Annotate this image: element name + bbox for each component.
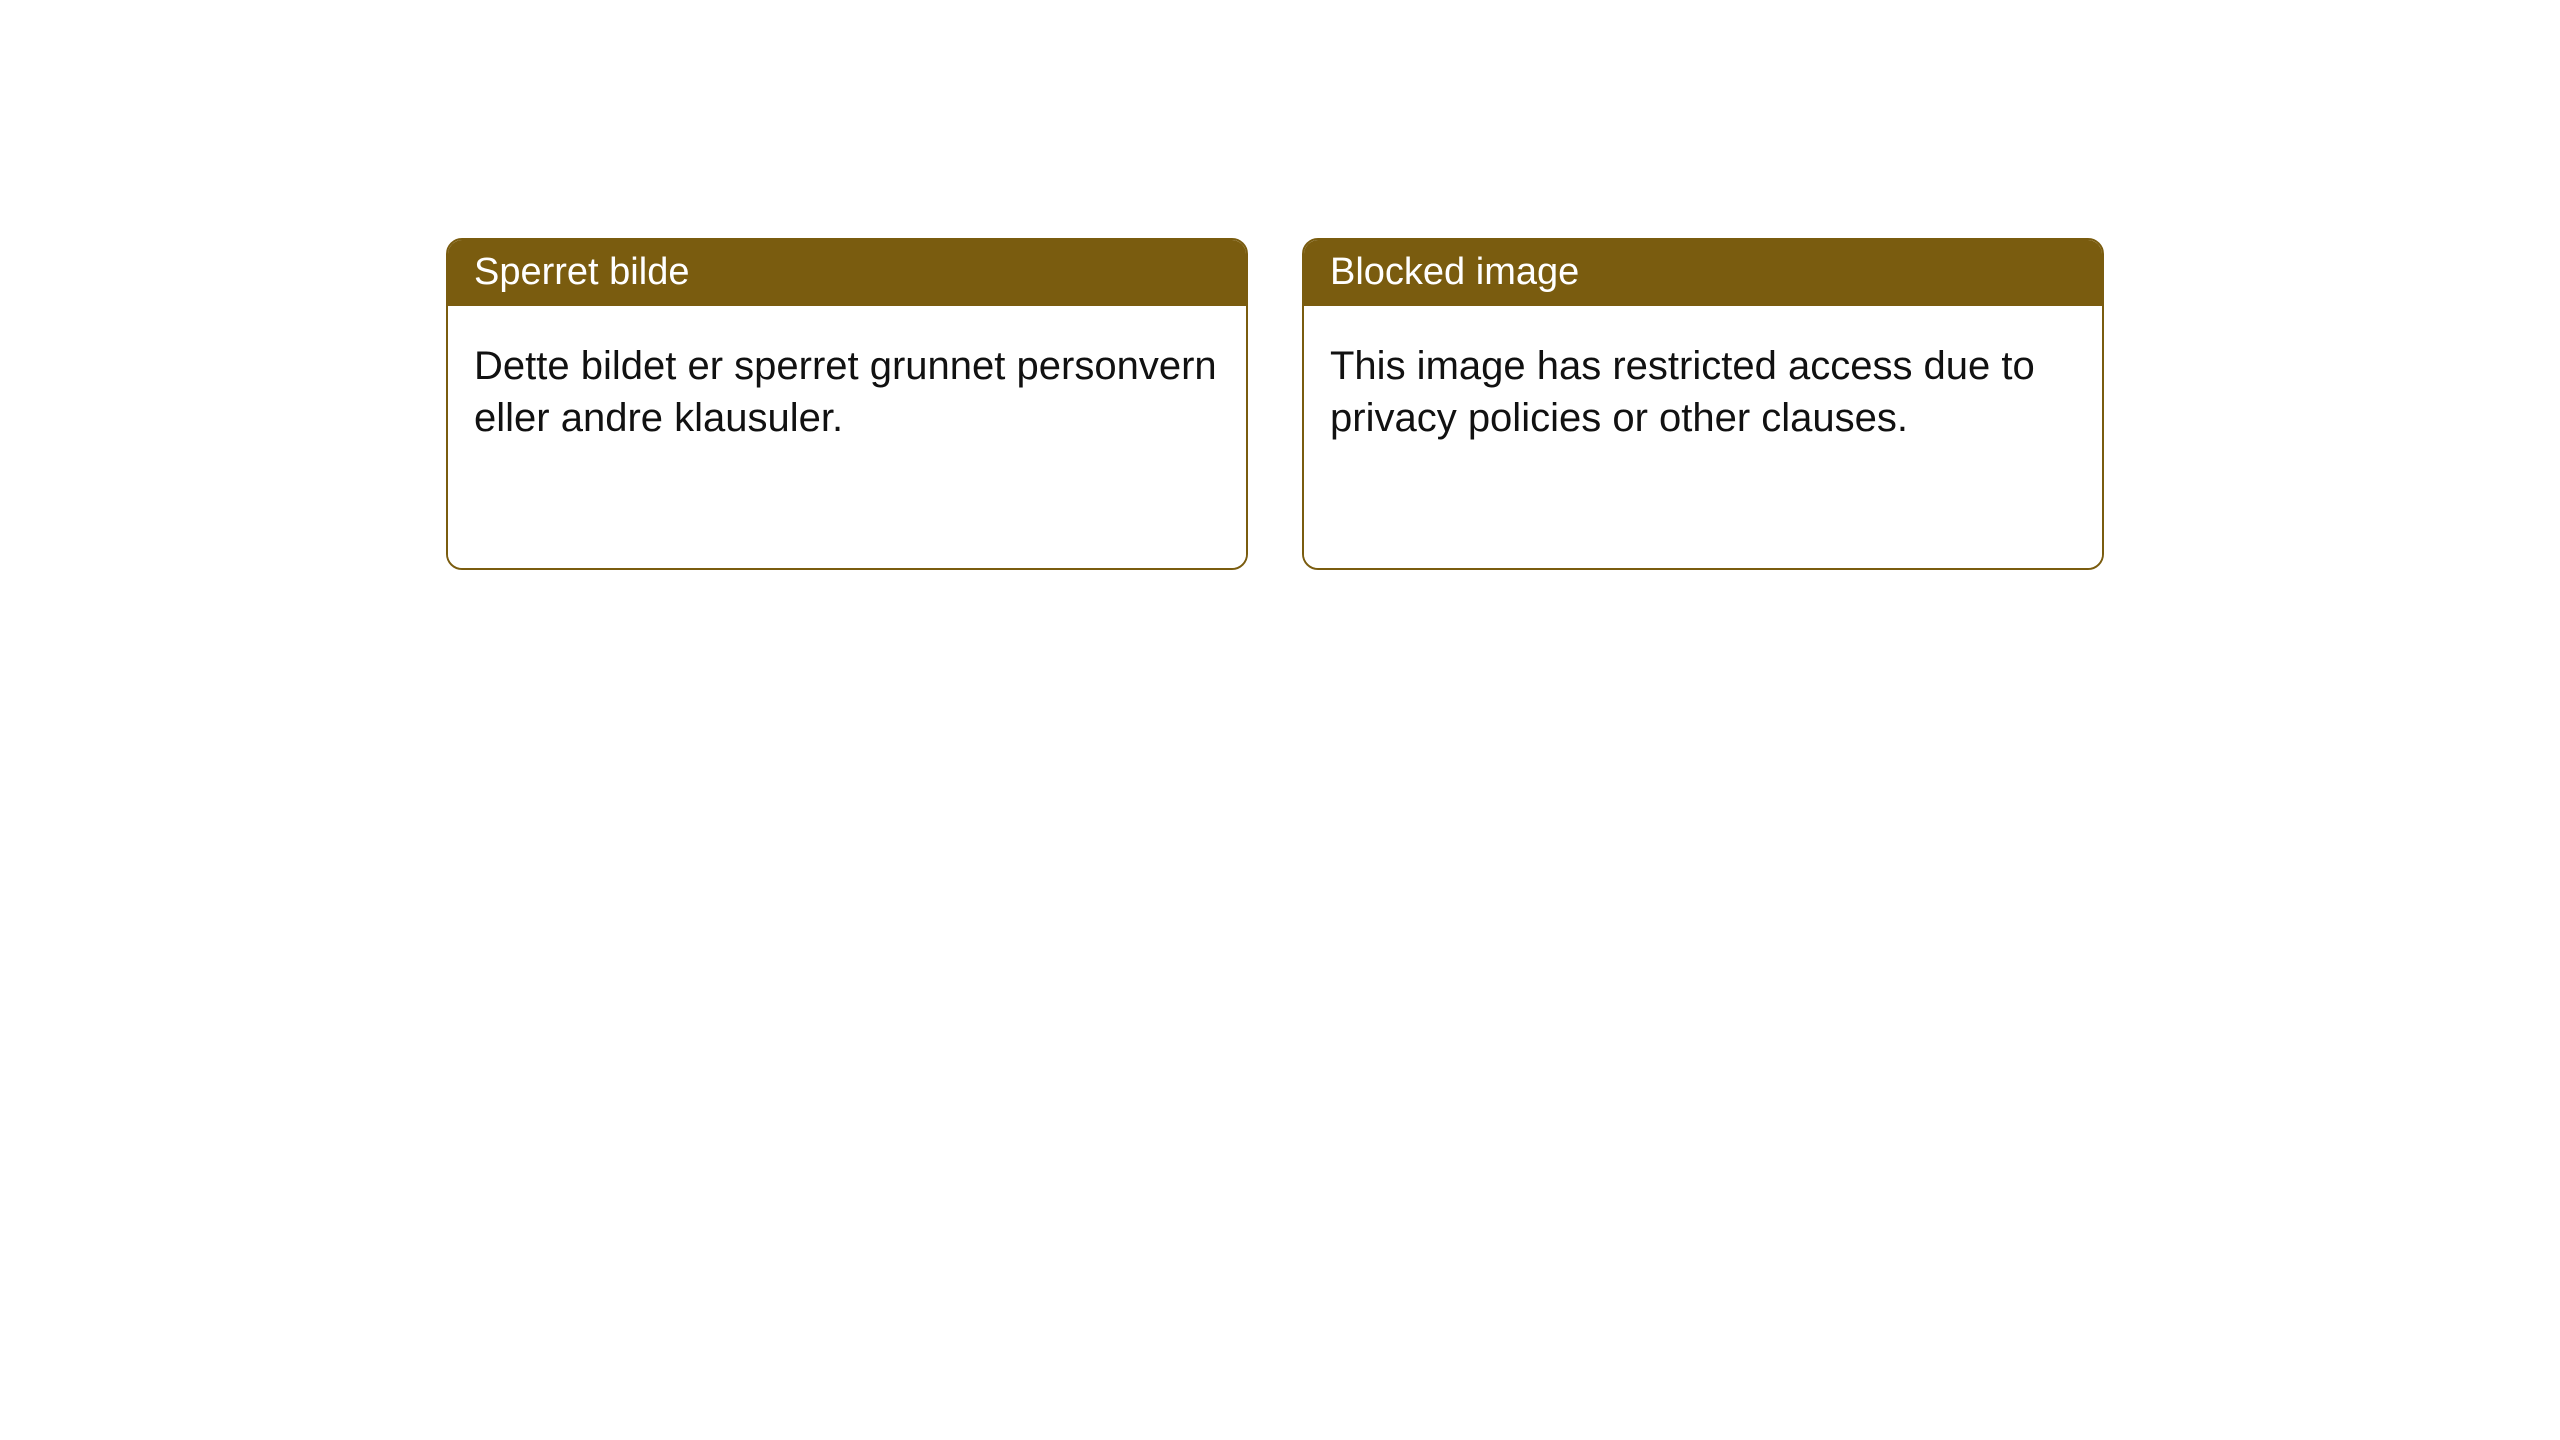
notice-body-norwegian: Dette bildet er sperret grunnet personve… bbox=[448, 306, 1246, 568]
notice-card-norwegian: Sperret bilde Dette bildet er sperret gr… bbox=[446, 238, 1248, 570]
notice-title-norwegian: Sperret bilde bbox=[474, 251, 689, 293]
notice-body-english: This image has restricted access due to … bbox=[1304, 306, 2102, 568]
notice-title-english: Blocked image bbox=[1330, 251, 1579, 293]
notice-text-english: This image has restricted access due to … bbox=[1330, 344, 2035, 440]
notice-container: Sperret bilde Dette bildet er sperret gr… bbox=[0, 0, 2560, 570]
notice-text-norwegian: Dette bildet er sperret grunnet personve… bbox=[474, 344, 1217, 440]
notice-card-english: Blocked image This image has restricted … bbox=[1302, 238, 2104, 570]
notice-header-english: Blocked image bbox=[1304, 240, 2102, 306]
notice-header-norwegian: Sperret bilde bbox=[448, 240, 1246, 306]
